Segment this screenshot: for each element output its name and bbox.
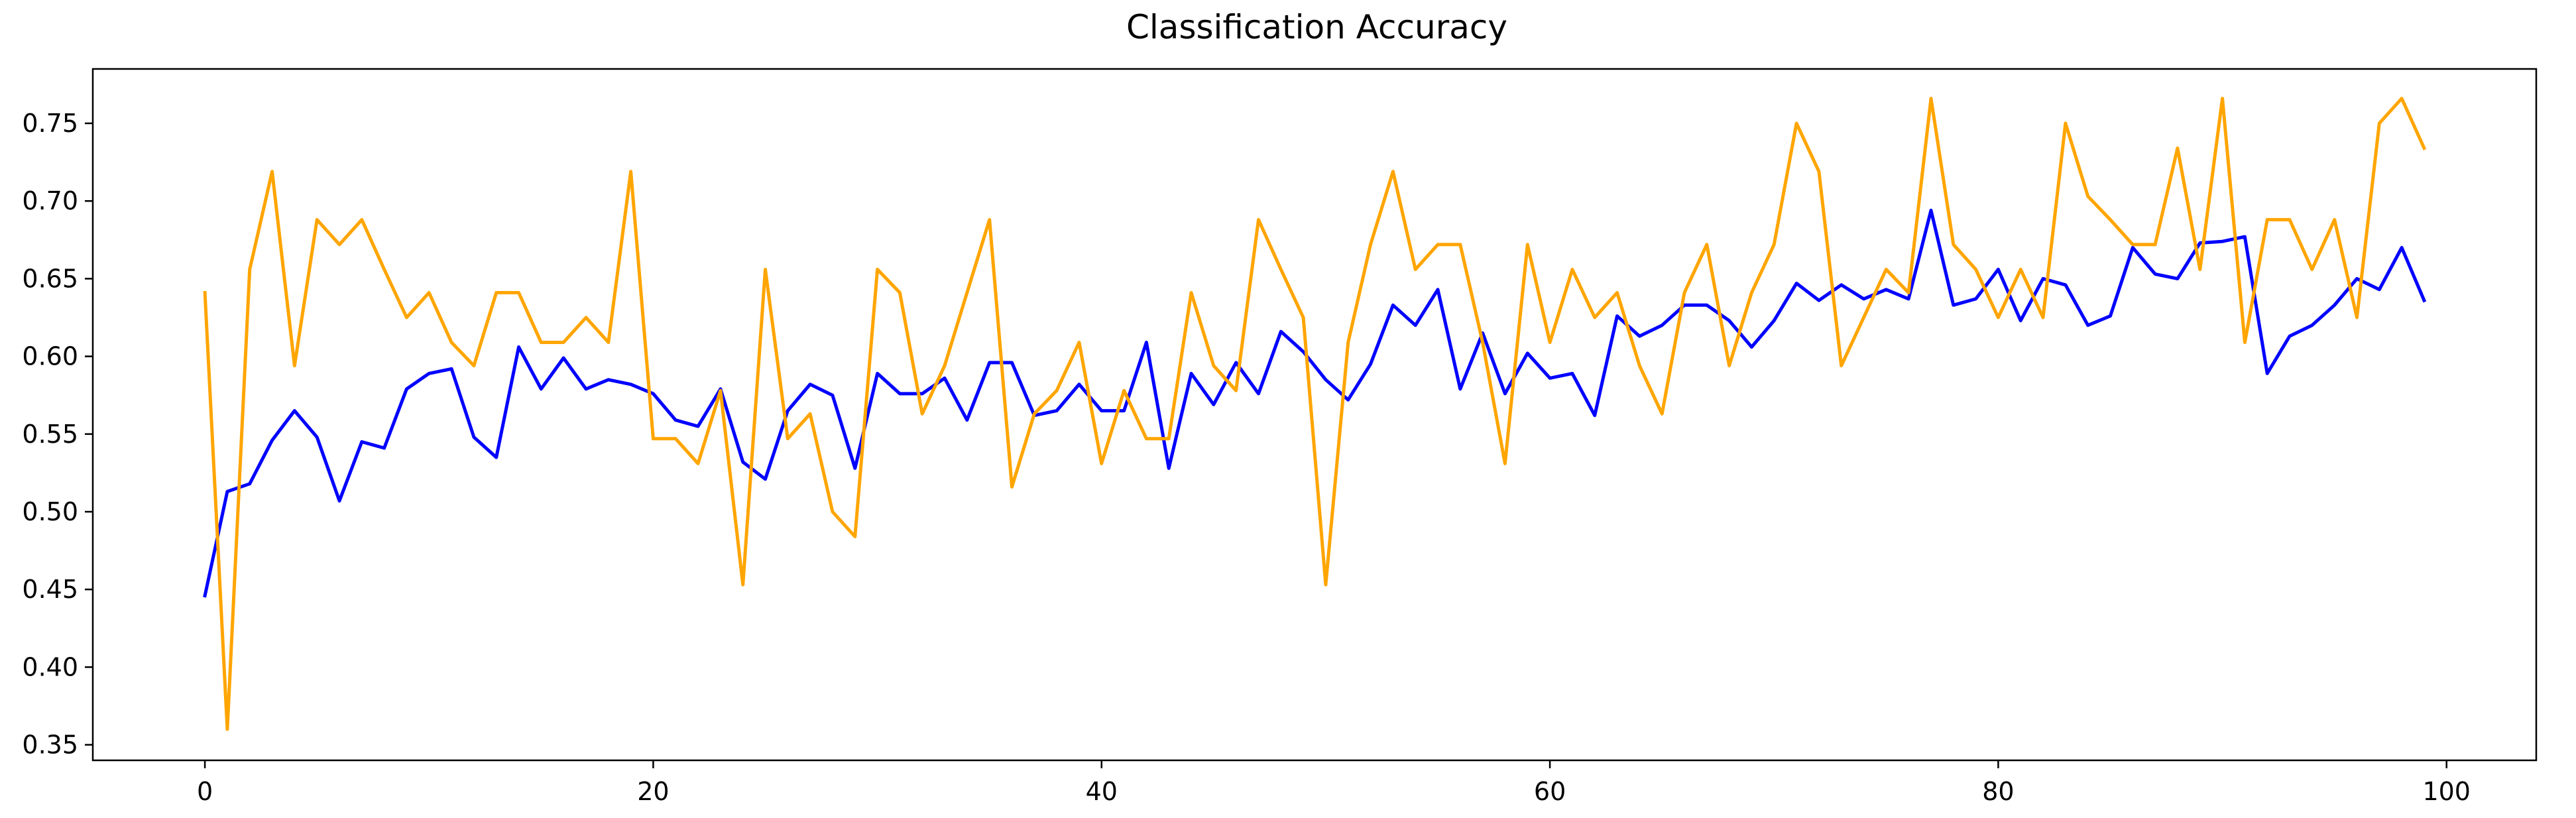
plot-frame bbox=[91, 68, 2538, 762]
y-tick-label: 0.35 bbox=[22, 730, 78, 760]
x-tick-label: 40 bbox=[1086, 777, 1118, 806]
y-tick-label: 0.40 bbox=[22, 652, 78, 681]
x-tick-label: 60 bbox=[1534, 777, 1566, 806]
y-tick-label: 0.50 bbox=[22, 497, 78, 526]
x-tick-label: 0 bbox=[197, 777, 213, 806]
y-tick-label: 0.65 bbox=[22, 264, 78, 293]
x-tick-label: 80 bbox=[1982, 777, 2014, 806]
y-tick-label: 0.60 bbox=[22, 342, 78, 371]
series-line-2 bbox=[203, 97, 2427, 731]
x-tick-label: 100 bbox=[2422, 777, 2471, 806]
y-tick-label: 0.55 bbox=[22, 420, 78, 449]
y-tick-label: 0.70 bbox=[22, 186, 78, 215]
y-tick-label: 0.75 bbox=[22, 109, 78, 138]
y-tick-label: 0.45 bbox=[22, 575, 78, 604]
x-tick-label: 20 bbox=[637, 777, 669, 806]
axis-ticks: 0 20 40 60 80 100 0.35 0.40 0.45 0.50 0.55 0.60 0.65… bbox=[22, 109, 2471, 806]
series-line-1 bbox=[203, 208, 2427, 598]
series-layer bbox=[203, 97, 2427, 731]
chart-title: Classification Accuracy bbox=[1126, 8, 1507, 46]
